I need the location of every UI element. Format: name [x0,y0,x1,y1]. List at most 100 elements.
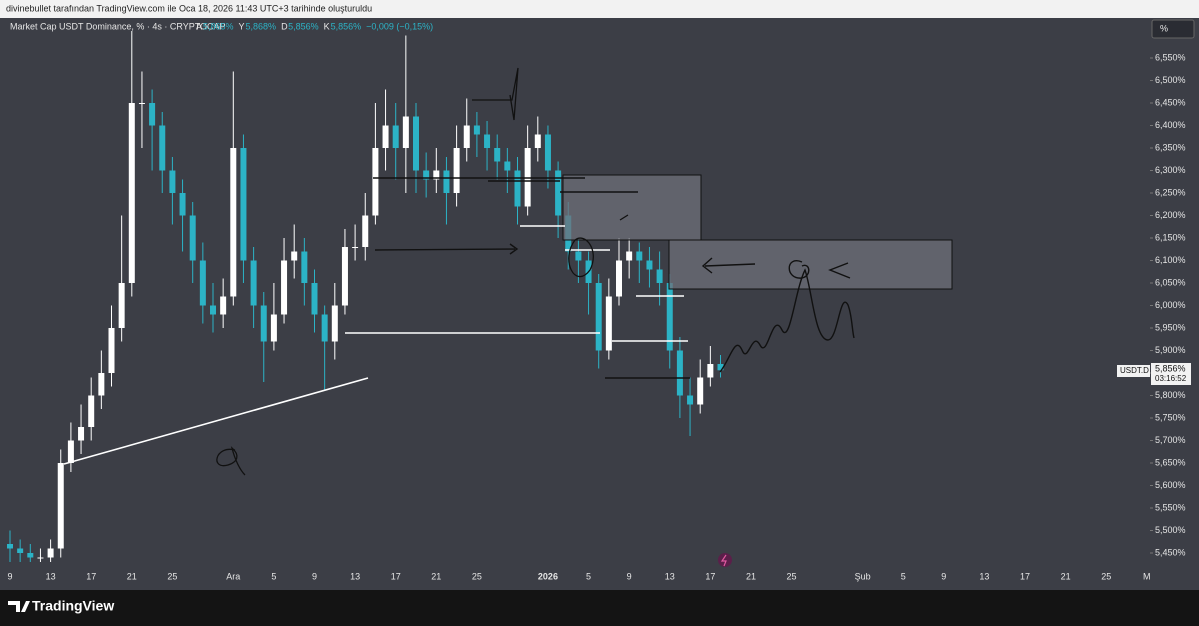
candle-body [128,103,135,283]
candle-body [484,134,491,148]
y-tick-label: 6,550% [1155,52,1186,62]
candle-body [159,125,166,171]
x-tick-label: 21 [746,571,756,581]
scribble [472,67,519,121]
last-price-box [1151,363,1191,385]
candle-body [108,328,115,373]
legend-value: 5,865% [203,21,234,31]
candle-body [311,283,318,315]
candle-body [402,116,409,148]
y-tick-label: 5,650% [1155,457,1186,467]
legend-key: Y [239,21,245,31]
y-tick-label: 6,100% [1155,255,1186,265]
candle-body [595,283,602,351]
unit-button-label[interactable]: % [1160,23,1168,33]
brand-logo [8,601,30,612]
y-tick-label: 6,250% [1155,187,1186,197]
candle-body [7,544,13,549]
candle-body [514,170,521,207]
x-tick-label: 21 [431,571,441,581]
y-tick-label: 5,700% [1155,435,1186,445]
unit-button[interactable] [1151,19,1195,39]
x-tick-label: Ara [226,571,240,581]
candle-body [605,296,612,351]
x-tick-label: 9 [941,571,946,581]
symbol-tag: USDT.D [1120,366,1149,375]
legend-value: 5,856% [288,21,319,31]
x-tick-label: M [1143,571,1151,581]
candle-body [169,170,176,193]
drawings [63,67,953,567]
candle-body [179,193,186,216]
alpha-scribble [216,446,246,476]
candle-body [676,350,683,396]
scribble [568,214,629,278]
y-tick-label: 6,000% [1155,300,1186,310]
x-tick-label: 13 [665,571,675,581]
y-tick-label: 5,950% [1155,322,1186,332]
y-tick-label: 5,600% [1155,480,1186,490]
candle-body [210,305,216,315]
x-tick-label: 25 [472,571,482,581]
candle-body [707,364,714,378]
y-tick-label: 6,200% [1155,210,1186,220]
x-tick-label: 25 [1101,571,1111,581]
y-tick-label: 6,050% [1155,277,1186,287]
candle-body [575,251,582,261]
candle-body [555,170,562,216]
candle-body [453,148,460,193]
candle-body [494,148,501,162]
candle-body [697,377,704,405]
trend-line [63,377,369,465]
x-tick-label: 17 [391,571,401,581]
y-tick-label: 6,350% [1155,142,1186,152]
candle-body [281,260,288,315]
candle-body [138,103,145,104]
x-tick-label: 17 [1020,571,1030,581]
candle-body [534,134,541,148]
candle-body [646,260,653,270]
event-icon[interactable] [718,553,732,567]
candle-body [352,247,359,248]
countdown: 03:16:52 [1155,374,1187,383]
candle-body [67,440,74,463]
y-tick-label: 6,150% [1155,232,1186,242]
candle-body [321,314,328,342]
candle-body [362,215,369,247]
arrow-scribble [701,257,851,279]
arrow-scribble [374,243,519,255]
y-tick-label: 6,500% [1155,75,1186,85]
chart-title: Market Cap USDT Dominance, % · 4s · CRYP… [10,21,226,31]
legend-key: K [324,21,330,31]
legend-value: 5,856% [331,21,362,31]
candle-body [504,161,511,171]
x-tick-label: 9 [312,571,317,581]
candle-body [687,395,694,405]
x-tick-label: 5 [901,571,906,581]
event-icon-bolt [720,554,727,567]
zone-box [562,174,702,241]
candle-body [240,148,247,261]
y-tick-label: 6,450% [1155,97,1186,107]
y-tick-label: 5,450% [1155,547,1186,557]
legend-change: −0,009 (−0,15%) [366,21,433,31]
y-tick-label: 5,550% [1155,502,1186,512]
x-tick-label: 5 [271,571,276,581]
candle-body [78,427,85,441]
candle-body [47,548,54,558]
header-bar [0,0,1199,18]
candle-body [382,125,389,148]
y-tick-label: 5,750% [1155,412,1186,422]
candle-body [656,269,663,283]
candle-body [443,170,450,193]
symbol-tag-box [1117,365,1150,377]
footer-brand: TradingView [32,598,114,614]
candle-body [17,548,24,553]
x-tick-label: 25 [787,571,797,581]
candle-body [616,260,622,297]
candle-body [463,125,470,148]
candle-body [260,305,267,342]
projection-scribble [719,268,855,373]
candle-body [199,260,206,306]
